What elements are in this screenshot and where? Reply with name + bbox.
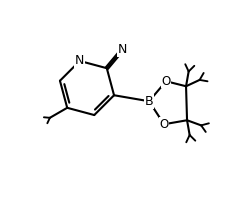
- Text: B: B: [145, 95, 153, 108]
- Text: O: O: [159, 118, 169, 131]
- Text: N: N: [118, 43, 127, 56]
- Text: N: N: [75, 54, 84, 67]
- Text: O: O: [161, 75, 171, 88]
